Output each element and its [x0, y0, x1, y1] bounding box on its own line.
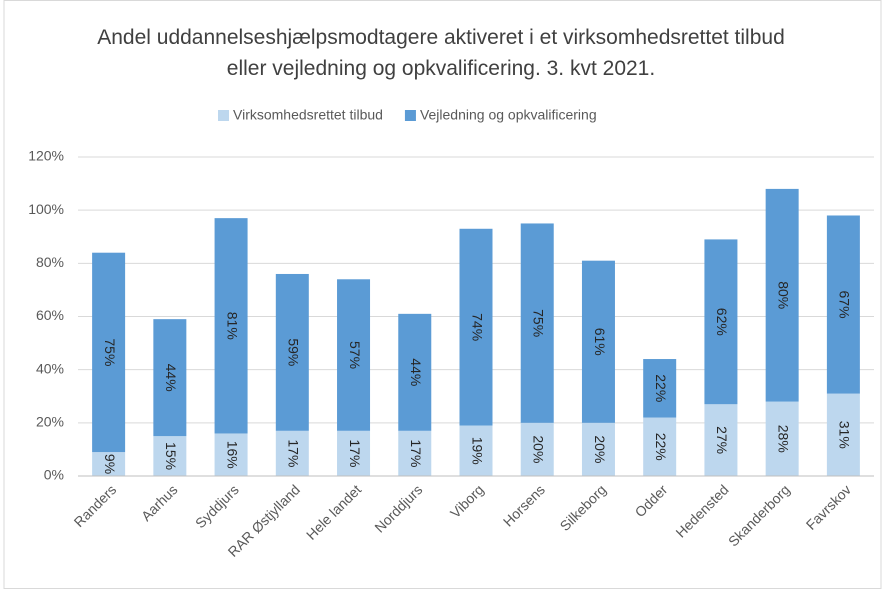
- bar-segment: [704, 404, 738, 476]
- bar-segment: [765, 188, 799, 402]
- bar-segment: [459, 228, 493, 426]
- data-label: 62%: [714, 308, 730, 336]
- y-tick-label: 120%: [28, 148, 64, 164]
- x-tick-label: Norddjurs: [371, 481, 425, 535]
- x-tick-label: Viborg: [447, 481, 487, 521]
- data-label: 75%: [531, 309, 547, 337]
- data-label: 9%: [102, 454, 118, 474]
- bar-segment: [214, 433, 248, 476]
- data-label: 17%: [286, 439, 302, 467]
- x-tick-label: Randers: [71, 481, 120, 530]
- y-tick-label: 60%: [36, 307, 64, 323]
- x-tick-label: Syddjurs: [192, 481, 242, 531]
- data-label: 19%: [469, 437, 485, 465]
- legend-swatch: [218, 110, 229, 121]
- chart-frame: [3, 0, 882, 589]
- data-label: 28%: [775, 425, 791, 453]
- y-tick-label: 40%: [36, 360, 64, 376]
- bar-segment: [337, 279, 371, 431]
- data-label: 17%: [347, 439, 363, 467]
- x-tick-label: Hele landet: [303, 481, 364, 542]
- legend-swatch: [404, 110, 416, 121]
- legend-label: Vejledning og opkvalificering: [420, 107, 597, 123]
- bar-segment: [275, 273, 309, 431]
- bar-segment: [581, 260, 615, 423]
- data-label: 17%: [408, 439, 424, 467]
- bar-segment: [398, 430, 432, 476]
- bar-segment: [520, 422, 554, 476]
- data-label: 27%: [714, 426, 730, 454]
- legend-label: Virksomhedsrettet tilbud: [233, 107, 383, 123]
- data-label: 59%: [286, 338, 302, 366]
- data-label: 75%: [102, 338, 118, 366]
- data-label: 15%: [163, 442, 179, 470]
- bar-segment: [826, 215, 860, 394]
- x-tick-label: Hedensted: [672, 481, 731, 540]
- data-label: 20%: [592, 435, 608, 463]
- data-label: 31%: [837, 421, 853, 449]
- bar-segment: [92, 252, 126, 453]
- data-label: 22%: [653, 374, 669, 402]
- data-label: 44%: [408, 358, 424, 386]
- bar-segment: [92, 452, 126, 476]
- bar-segment: [643, 359, 677, 418]
- x-tick-label: Aarhus: [138, 481, 181, 524]
- bar-segment: [153, 436, 187, 476]
- data-label: 61%: [592, 328, 608, 356]
- x-tick-label: Favrskov: [803, 481, 854, 532]
- data-label: 22%: [653, 433, 669, 461]
- data-label: 67%: [837, 291, 853, 319]
- y-tick-label: 0%: [44, 467, 64, 483]
- x-tick-label: Odder: [632, 481, 671, 520]
- y-tick-label: 20%: [36, 414, 64, 430]
- bar-segment: [459, 425, 493, 476]
- bar-segment: [704, 239, 738, 405]
- data-label: 80%: [775, 281, 791, 309]
- chart-title: Andel uddannelseshjælpsmodtagere aktiver…: [97, 26, 785, 80]
- y-tick-label: 80%: [36, 254, 64, 270]
- bar-segment: [337, 430, 371, 476]
- data-label: 20%: [531, 435, 547, 463]
- data-label: 74%: [469, 313, 485, 341]
- x-tick-label: Silkeborg: [557, 481, 610, 534]
- bar-segment: [398, 313, 432, 431]
- bar-segment: [581, 422, 615, 476]
- data-label: 81%: [224, 312, 240, 340]
- data-label: 44%: [163, 364, 179, 392]
- data-label: 57%: [347, 341, 363, 369]
- bar-segment: [153, 319, 187, 437]
- bar-segment: [826, 393, 860, 476]
- bar-segment: [214, 218, 248, 434]
- bar-segment: [275, 430, 309, 476]
- y-tick-label: 100%: [28, 201, 64, 217]
- bar-segment: [643, 417, 677, 476]
- data-label: 16%: [224, 441, 240, 469]
- x-tick-label: Skanderborg: [725, 481, 793, 549]
- bar-segment: [520, 223, 554, 423]
- x-tick-label: Horsens: [500, 481, 548, 529]
- bar-segment: [765, 401, 799, 476]
